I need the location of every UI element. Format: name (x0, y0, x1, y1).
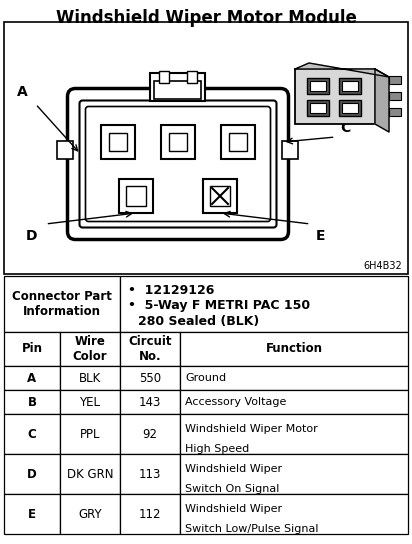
Text: A: A (28, 372, 37, 385)
Bar (203, 179, 237, 213)
Polygon shape (375, 69, 389, 132)
Bar (389, 92, 401, 100)
Text: Windshield Wiper: Windshield Wiper (185, 504, 282, 514)
Bar (119, 179, 153, 213)
Bar (120, 454, 180, 494)
Text: D: D (26, 229, 37, 243)
Text: E: E (316, 229, 325, 243)
Bar (339, 100, 361, 116)
Text: BLK: BLK (79, 372, 101, 385)
Bar (126, 186, 146, 206)
Text: YEL: YEL (80, 395, 101, 409)
Bar (161, 125, 195, 159)
Text: PPL: PPL (80, 428, 100, 441)
Bar (180, 414, 408, 454)
Bar (109, 133, 127, 151)
Bar (180, 494, 408, 534)
Bar (154, 81, 201, 98)
Bar (4, 454, 60, 494)
Bar (187, 71, 197, 83)
Bar (60, 332, 120, 366)
Bar (4, 390, 60, 414)
Bar (210, 186, 230, 206)
Text: Function: Function (265, 343, 323, 355)
Text: Connector Part
Information: Connector Part Information (12, 290, 112, 318)
Bar (60, 414, 120, 454)
Text: D: D (27, 467, 37, 480)
Bar (389, 108, 401, 116)
Bar (120, 414, 180, 454)
Bar (180, 390, 408, 414)
FancyBboxPatch shape (80, 101, 276, 227)
Text: Accessory Voltage: Accessory Voltage (185, 397, 286, 407)
Bar (229, 133, 247, 151)
Bar (60, 494, 120, 534)
Text: High Speed: High Speed (185, 444, 249, 454)
Text: Switch Low/Pulse Signal: Switch Low/Pulse Signal (185, 524, 318, 534)
Text: Windshield Wiper Motor: Windshield Wiper Motor (185, 424, 318, 434)
Bar (4, 494, 60, 534)
Bar (120, 366, 180, 390)
Text: 113: 113 (139, 467, 161, 480)
Bar (120, 276, 408, 332)
Bar (101, 125, 135, 159)
Bar (169, 133, 187, 151)
Text: E: E (28, 508, 36, 521)
Bar (4, 22, 408, 274)
Text: •  5-Way F METRI PAC 150: • 5-Way F METRI PAC 150 (128, 300, 310, 312)
Bar (180, 332, 408, 366)
Bar (58, 141, 73, 159)
Bar (120, 390, 180, 414)
Text: GRY: GRY (78, 508, 102, 521)
Text: •  12129126: • 12129126 (128, 285, 214, 298)
Bar (310, 103, 326, 113)
Bar (120, 332, 180, 366)
Text: DK GRN: DK GRN (67, 467, 113, 480)
Bar (4, 366, 60, 390)
Bar (310, 81, 326, 91)
Text: C: C (340, 121, 351, 135)
Bar (150, 72, 206, 101)
Text: Wire
Color: Wire Color (73, 335, 107, 363)
Bar (4, 414, 60, 454)
FancyBboxPatch shape (68, 89, 288, 239)
Bar (307, 100, 329, 116)
Text: Pin: Pin (21, 343, 42, 355)
FancyBboxPatch shape (86, 107, 271, 221)
Text: A: A (17, 85, 28, 99)
Bar (342, 103, 358, 113)
Bar (4, 276, 120, 332)
Text: 92: 92 (143, 428, 157, 441)
Bar (342, 81, 358, 91)
Text: Windshield Wiper: Windshield Wiper (185, 464, 282, 474)
Bar (307, 78, 329, 94)
Bar (389, 76, 401, 84)
Text: 6H4B32: 6H4B32 (363, 261, 402, 271)
Text: 143: 143 (139, 395, 161, 409)
Text: Circuit
No.: Circuit No. (128, 335, 172, 363)
Bar (120, 494, 180, 534)
Text: 112: 112 (139, 508, 161, 521)
Text: B: B (28, 395, 37, 409)
Bar (180, 366, 408, 390)
Bar (4, 332, 60, 366)
Polygon shape (295, 63, 389, 77)
Bar (221, 125, 255, 159)
Bar (60, 454, 120, 494)
Bar (180, 454, 408, 494)
Text: 550: 550 (139, 372, 161, 385)
Text: Ground: Ground (185, 373, 226, 383)
Bar (159, 71, 169, 83)
Text: Switch On Signal: Switch On Signal (185, 484, 279, 494)
Bar (283, 141, 299, 159)
Text: C: C (28, 428, 36, 441)
Bar (295, 69, 375, 124)
Bar (60, 366, 120, 390)
Text: 280 Sealed (BLK): 280 Sealed (BLK) (138, 316, 259, 329)
Bar (339, 78, 361, 94)
Bar (60, 390, 120, 414)
Text: Windshield Wiper Motor Module: Windshield Wiper Motor Module (56, 9, 356, 27)
